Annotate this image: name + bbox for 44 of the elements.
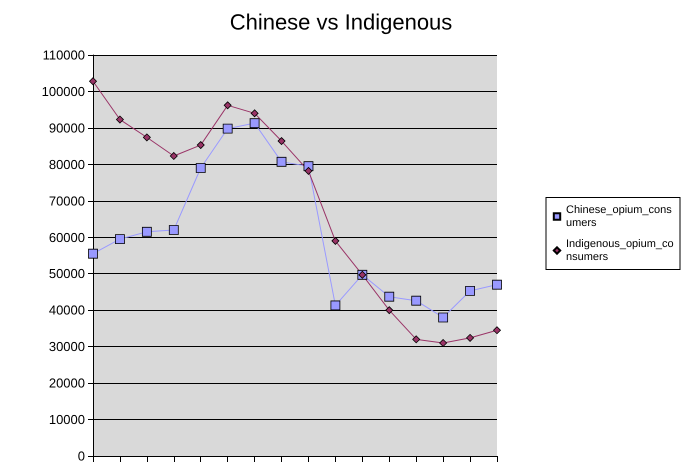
y-tick-label: 20000 — [48, 376, 85, 391]
point — [196, 141, 205, 149]
y-tick-label: 50000 — [48, 266, 85, 282]
point — [493, 326, 501, 334]
point — [439, 339, 448, 347]
point — [438, 312, 448, 322]
point — [115, 234, 125, 244]
point — [332, 237, 340, 245]
point — [304, 167, 312, 175]
y-tick-label: 10000 — [48, 412, 85, 428]
point — [222, 124, 233, 134]
point — [278, 137, 286, 145]
y-tick-label: 80000 — [48, 156, 85, 172]
chart-title: Chinese vs Indigenous — [230, 10, 452, 34]
point — [276, 156, 286, 167]
point — [384, 292, 394, 302]
y-tick-label: 0 — [78, 448, 85, 464]
point — [142, 226, 152, 237]
y-tick-label: 30000 — [48, 339, 85, 354]
point — [465, 286, 475, 296]
point — [385, 306, 394, 314]
point — [196, 163, 206, 173]
y-tick-label: 40000 — [48, 302, 85, 318]
point — [88, 248, 98, 259]
point — [116, 116, 124, 124]
point — [330, 300, 340, 310]
legend-label: Chinese_opium_consumers — [566, 204, 672, 229]
point — [411, 296, 422, 306]
y-tick-label: 100000 — [42, 84, 85, 99]
point — [250, 109, 258, 118]
point — [224, 101, 232, 110]
y-tick-label: 70000 — [48, 193, 85, 208]
point — [466, 334, 474, 342]
point — [412, 335, 420, 344]
y-tick-label: 60000 — [48, 230, 85, 245]
point — [250, 118, 260, 128]
y-tick-label: 110000 — [42, 48, 85, 62]
point — [492, 280, 502, 290]
point — [170, 152, 178, 160]
legend-label: Indigenous_opium_consumers — [566, 238, 674, 263]
point — [168, 225, 179, 235]
y-tick-label: 90000 — [48, 120, 85, 136]
point — [142, 133, 151, 142]
point — [89, 77, 97, 86]
